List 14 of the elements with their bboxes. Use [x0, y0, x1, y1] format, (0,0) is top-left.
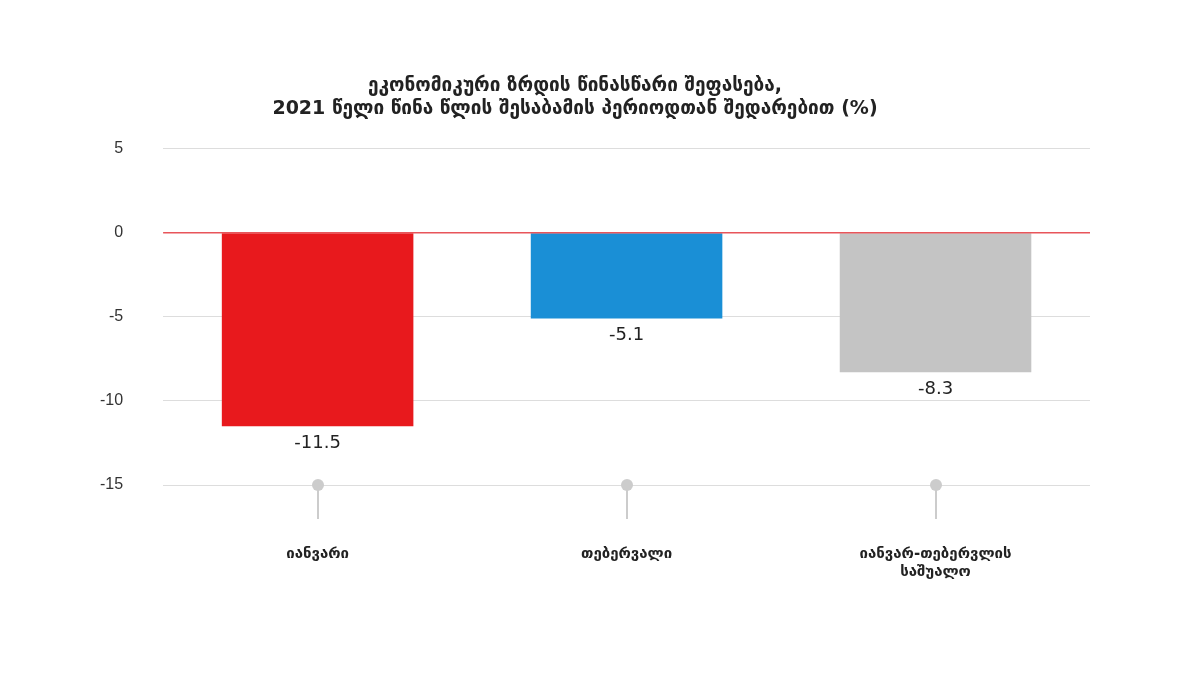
y-tick-label: 5 [114, 139, 124, 157]
y-tick-label: 0 [114, 223, 124, 241]
text: 2021 წელი წინა წლის შესაბამის პერიოდთან შედარებით (%) [272, 96, 878, 119]
category-label: თებერვალი [580, 543, 673, 562]
data-label: -8.3 [917, 376, 954, 398]
data-label: -11.5 [294, 430, 341, 452]
y-tick-label: -15 [100, 475, 124, 493]
text: ეკონომიკური ზრდის წინასწარი შეფასება, [367, 73, 783, 96]
data-label: -5.1 [609, 323, 645, 345]
category-label: იანვარი [286, 543, 350, 562]
category-label: საშუალო [900, 561, 971, 580]
y-tick-label: -10 [100, 391, 124, 409]
category-label: იანვარ-თებერვლის [859, 543, 1012, 562]
y-tick-label: -5 [108, 307, 124, 325]
